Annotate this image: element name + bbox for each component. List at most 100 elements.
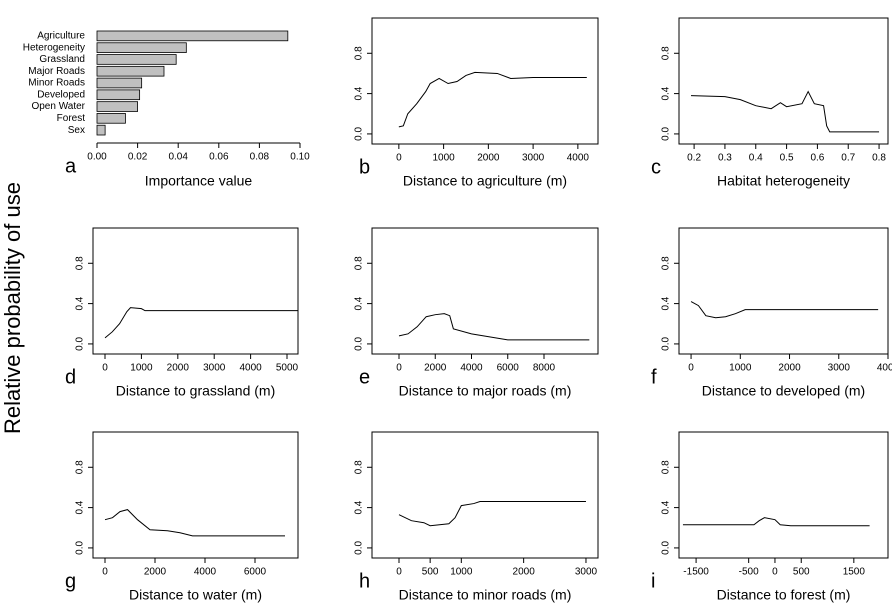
x-tick-label: 3000 (203, 363, 226, 374)
x-tick-label: 4000 (567, 153, 590, 164)
y-tick-label: 0.4 (75, 500, 86, 514)
x-axis-title: Distance to minor roads (m) (399, 587, 572, 603)
x-tick-label: 3000 (522, 153, 545, 164)
bar (96, 54, 177, 65)
x-tick-label: 0 (772, 567, 778, 578)
x-tick-label: 0.10 (290, 152, 310, 163)
plot-frame (678, 227, 889, 355)
line (398, 501, 586, 527)
x-axis-title: Distance to forest (m) (717, 587, 851, 603)
category-label: Grassland (39, 54, 85, 65)
y-tick-label: 0.4 (354, 86, 365, 100)
x-tick-label: 1000 (130, 363, 153, 374)
x-tick-label: 0 (102, 363, 108, 374)
bar (96, 89, 141, 101)
y-tick-label: 0.0 (354, 337, 365, 351)
x-axis-title: Distance to major roads (m) (399, 383, 572, 399)
line (104, 307, 298, 339)
shared-y-label: Relative probability of use (0, 182, 25, 434)
plot-frame (92, 227, 299, 355)
bar (96, 113, 126, 124)
category-label: Major Roads (28, 66, 85, 77)
x-tick-label: 0.08 (250, 152, 270, 163)
x-tick-label: 3000 (828, 363, 851, 374)
x-tick-label: 0 (396, 153, 402, 164)
x-tick-label: -500 (739, 567, 759, 578)
y-tick-label: 0.4 (661, 500, 672, 514)
plot-frame (371, 227, 599, 355)
line (104, 509, 285, 537)
line (691, 90, 880, 133)
x-tick-label: 0 (688, 363, 694, 374)
x-axis-title: Habitat heterogeneity (717, 173, 850, 189)
y-tick-label: 0.0 (354, 541, 365, 555)
y-tick-label: 0.4 (661, 296, 672, 310)
panel-letter: a (65, 155, 77, 177)
x-tick-label: 0.3 (718, 153, 732, 164)
y-tick-label: 0.0 (661, 127, 672, 141)
line (690, 301, 879, 319)
y-tick-label: 0.0 (354, 127, 365, 141)
y-tick-label: 0.4 (354, 500, 365, 514)
x-tick-label: 0.8 (872, 153, 886, 164)
x-tick-label: 0.6 (810, 153, 824, 164)
bar (96, 124, 106, 136)
line (682, 517, 870, 527)
y-tick-label: 0.8 (661, 460, 672, 474)
y-tick-label: 0.8 (661, 256, 672, 270)
x-tick-label: 0.7 (841, 153, 855, 164)
category-label: Open Water (31, 101, 85, 112)
y-tick-label: 0.4 (661, 86, 672, 100)
x-tick-label: 1500 (843, 567, 866, 578)
x-axis-title: Distance to water (m) (129, 587, 262, 603)
x-tick-label: 5000 (276, 363, 299, 374)
panel-letter: d (65, 366, 76, 388)
panel-letter: b (359, 156, 370, 178)
x-tick-label: 4000 (194, 567, 217, 578)
x-tick-label: 0.04 (168, 152, 188, 163)
bar (96, 101, 138, 112)
category-label: Heterogeneity (23, 42, 85, 53)
category-label: Minor Roads (28, 78, 85, 89)
panel-letter: e (359, 366, 370, 388)
x-tick-label: 0.02 (128, 152, 148, 163)
x-tick-label: 6000 (497, 363, 520, 374)
y-tick-label: 0.8 (75, 460, 86, 474)
plot-frame (678, 17, 889, 145)
category-label: Forest (57, 113, 86, 124)
x-tick-label: 0 (396, 567, 402, 578)
x-tick-label: 2000 (778, 363, 801, 374)
x-tick-label: 2000 (513, 567, 536, 578)
y-tick-label: 0.0 (661, 541, 672, 555)
x-tick-label: -1500 (683, 567, 709, 578)
bar (96, 42, 187, 53)
y-tick-label: 0.4 (75, 296, 86, 310)
x-tick-label: 8000 (533, 363, 556, 374)
y-tick-label: 0.0 (75, 337, 86, 351)
x-tick-label: 2000 (167, 363, 190, 374)
x-tick-label: 1000 (432, 153, 455, 164)
x-axis-title: Distance to grassland (m) (116, 383, 276, 399)
plot-frame (371, 17, 599, 145)
x-tick-label: 0 (102, 567, 108, 578)
y-tick-label: 0.8 (354, 460, 365, 474)
x-tick-label: 500 (793, 567, 810, 578)
x-tick-label: 0.00 (87, 152, 107, 163)
x-tick-label: 0.2 (687, 153, 701, 164)
bar (96, 30, 289, 42)
plot-frame (678, 431, 889, 559)
x-tick-label: 1000 (729, 363, 752, 374)
y-tick-label: 0.8 (354, 46, 365, 60)
x-tick-label: 2000 (144, 567, 167, 578)
category-label: Agriculture (37, 31, 85, 42)
category-label: Developed (37, 89, 85, 100)
x-tick-label: 500 (422, 567, 439, 578)
panel-letter: i (651, 570, 655, 592)
plot-frame (371, 431, 599, 559)
panel-letter: c (651, 156, 661, 178)
y-tick-label: 0.8 (661, 46, 672, 60)
panel-letter: f (651, 366, 657, 388)
x-tick-label: 4000 (460, 363, 483, 374)
line (398, 71, 587, 128)
